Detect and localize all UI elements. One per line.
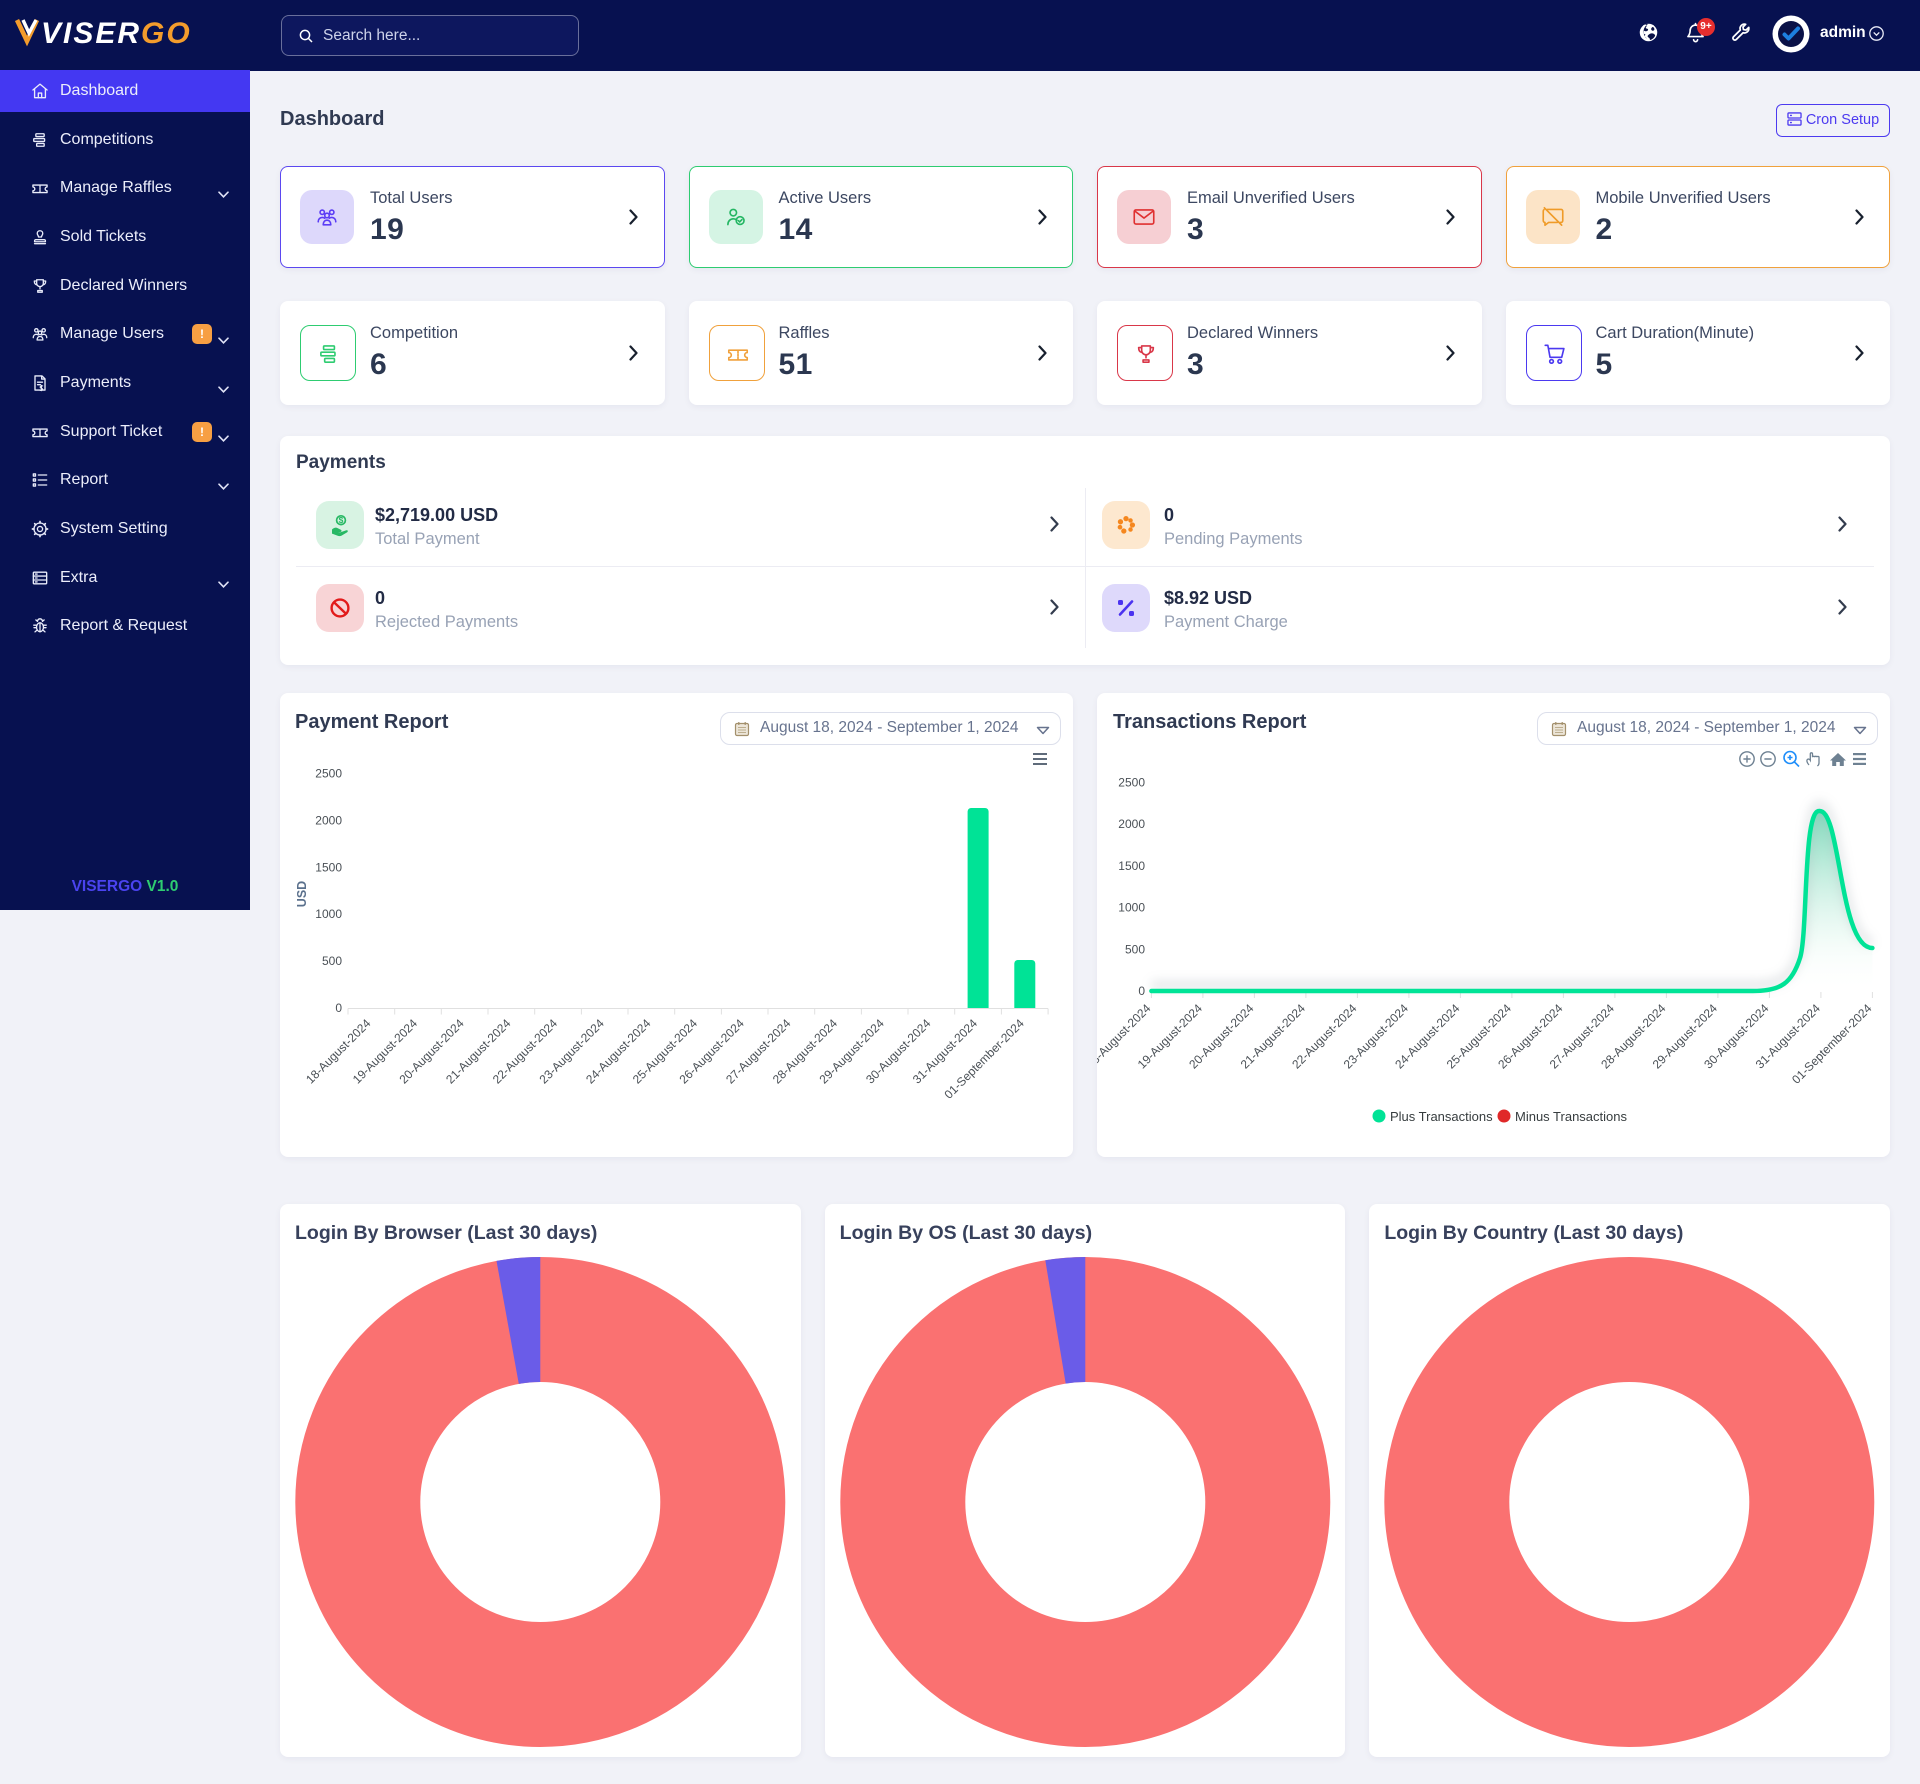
svg-text:0: 0 xyxy=(335,1001,342,1015)
svg-text:0: 0 xyxy=(1138,984,1145,998)
svg-text:1000: 1000 xyxy=(315,907,342,921)
svg-text:1500: 1500 xyxy=(315,860,342,874)
svg-text:1000: 1000 xyxy=(1118,901,1145,915)
svg-text:USD: USD xyxy=(295,881,309,907)
svg-text:2000: 2000 xyxy=(1118,817,1145,831)
svg-text:2000: 2000 xyxy=(315,813,342,827)
svg-text:$: $ xyxy=(339,515,344,525)
svg-text:01-September-2024: 01-September-2024 xyxy=(941,1016,1027,1102)
svg-text:500: 500 xyxy=(1125,942,1145,956)
svg-text:2500: 2500 xyxy=(1118,776,1145,790)
svg-text:Plus Transactions: Plus Transactions xyxy=(1390,1109,1493,1124)
svg-text:500: 500 xyxy=(322,954,342,968)
svg-text:2500: 2500 xyxy=(315,767,342,781)
svg-text:Minus Transactions: Minus Transactions xyxy=(1515,1109,1627,1124)
svg-text:1500: 1500 xyxy=(1118,859,1145,873)
